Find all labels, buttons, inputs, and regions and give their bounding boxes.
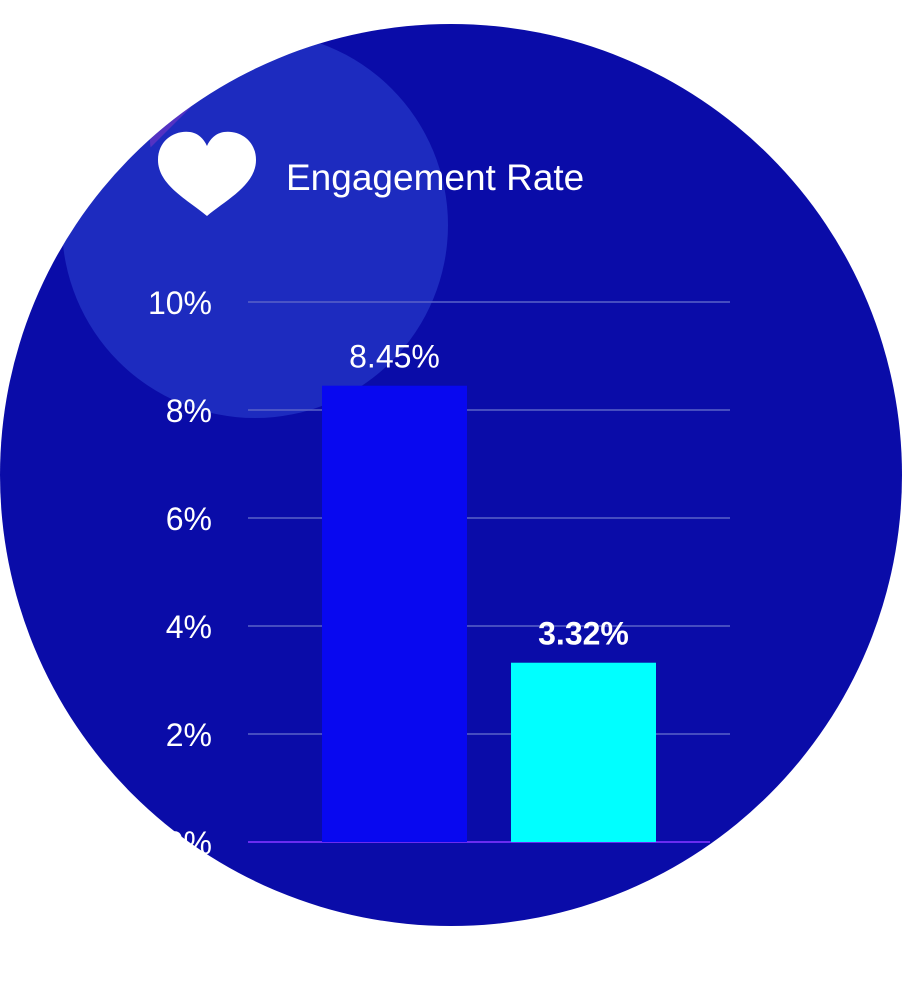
y-tick-label: 0% bbox=[166, 825, 212, 861]
y-tick-label: 4% bbox=[166, 609, 212, 645]
y-tick-label: 10% bbox=[148, 285, 212, 321]
heart-icon bbox=[158, 131, 256, 216]
bar-value-label: 8.45% bbox=[349, 339, 440, 375]
y-tick-label: 6% bbox=[166, 501, 212, 537]
bar-value-label: 3.32% bbox=[538, 616, 629, 652]
bar bbox=[322, 385, 467, 842]
y-tick-label: 2% bbox=[166, 717, 212, 753]
y-tick-label: 8% bbox=[166, 393, 212, 429]
glow-overlay bbox=[62, 32, 448, 418]
chart-title: Engagement Rate bbox=[286, 157, 584, 198]
bars bbox=[322, 385, 656, 842]
data-labels: 8.45% 3.32% bbox=[349, 339, 629, 652]
y-axis: 0% 2% 4% 6% 8% 10% bbox=[148, 285, 212, 861]
bar bbox=[511, 662, 656, 842]
gridlines bbox=[248, 301, 730, 843]
